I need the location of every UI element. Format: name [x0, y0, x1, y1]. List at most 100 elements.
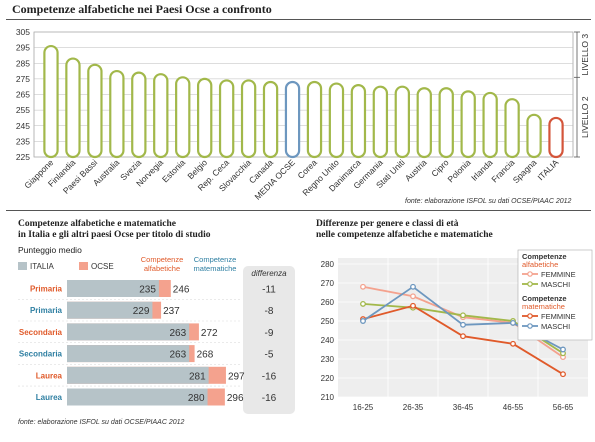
- value-italia: 280: [188, 393, 205, 404]
- row-label: Secondaria: [19, 328, 63, 337]
- x-tick-label: 36-45: [453, 403, 474, 412]
- bar-corea: [306, 80, 323, 159]
- point-matematiche-maschi: [560, 346, 566, 353]
- y-tick-label: 235: [16, 136, 30, 146]
- value-ocse: 246: [173, 285, 190, 296]
- bar-italia: [548, 116, 564, 159]
- bar-svezia: [131, 71, 147, 159]
- point-alfabetiche-maschi: [460, 312, 466, 319]
- col-header-alfabetiche: alfabetiche: [144, 264, 180, 273]
- legend-group-subtitle: matematiche: [522, 302, 565, 311]
- legend-group-title: Competenze: [522, 252, 567, 261]
- value-ocse: 297: [228, 371, 245, 382]
- bar-canada: [262, 80, 279, 159]
- y-tick-label: 245: [16, 121, 30, 131]
- bar-francia: [504, 98, 520, 159]
- chart2-source: fonte: elaborazione ISFOL su dati OCSE/P…: [18, 419, 185, 426]
- legend-ocse-label: OCSE: [91, 262, 114, 271]
- y-tick-label: 210: [321, 393, 335, 402]
- bar-stati-uniti: [394, 85, 411, 159]
- title-rule: [6, 19, 591, 20]
- bar-germania: [372, 85, 389, 159]
- point-matematiche-maschi: [360, 318, 366, 324]
- y-tick-label: 295: [16, 43, 30, 53]
- point-matematiche-femmine: [410, 302, 416, 309]
- bar-cipro: [438, 87, 454, 159]
- bar-italia: [67, 366, 209, 384]
- bar-spagna: [526, 113, 542, 159]
- bar-polonia: [460, 90, 476, 159]
- value-difference: -16: [262, 371, 277, 382]
- education-chart-subtitle: Punteggio medio: [18, 245, 82, 255]
- row-label: Primaria: [30, 285, 63, 294]
- legend-marker: [527, 281, 533, 287]
- band-label: LIVELLO 3: [580, 34, 590, 76]
- point-matematiche-maschi: [410, 283, 416, 290]
- legend-group-title: Competenze: [522, 294, 567, 303]
- section-rule: [6, 210, 591, 211]
- bar-regno-unito: [328, 82, 345, 159]
- bar-finlandia: [65, 57, 81, 159]
- legend-marker: [527, 323, 533, 329]
- y-tick-label: 305: [16, 27, 30, 37]
- band-label: LIVELLO 2: [580, 96, 590, 138]
- row-label: Laurea: [36, 393, 63, 402]
- age-chart-title: Differenze per genere e classi di età ne…: [316, 219, 493, 240]
- bar-media-ocse: [284, 80, 301, 159]
- row-label: Laurea: [36, 371, 63, 380]
- col-header-alfabetiche: Competenze: [141, 255, 184, 264]
- bar-italia: [67, 345, 190, 363]
- point-matematiche-femmine: [510, 340, 516, 347]
- point-matematiche-femmine: [560, 371, 566, 378]
- bar-slovacchia: [240, 79, 257, 159]
- x-tick-label: 56-65: [553, 403, 574, 412]
- col-header-matematiche: matematiche: [194, 264, 237, 273]
- y-tick-label: 285: [16, 58, 30, 68]
- point-alfabetiche-femmine: [360, 283, 366, 290]
- x-tick-label: 46-55: [503, 403, 524, 412]
- row-label: Primaria: [30, 306, 63, 315]
- y-tick-label: 260: [321, 298, 335, 307]
- y-tick-label: 265: [16, 90, 30, 100]
- country-bar-chart: 225235245255265275285295305GiapponeFinla…: [16, 27, 590, 202]
- value-ocse: 237: [163, 306, 180, 317]
- bar-rep-ceca: [218, 79, 235, 159]
- x-tick-label: 16-25: [353, 403, 374, 412]
- value-difference: -8: [265, 306, 274, 317]
- bar-italia: [67, 280, 159, 297]
- bar-paesi-bassi: [87, 63, 103, 159]
- bar-estonia: [175, 76, 191, 159]
- value-italia: 263: [169, 350, 186, 361]
- value-ocse: 296: [227, 393, 244, 404]
- value-difference: -9: [265, 328, 274, 339]
- legend-group-subtitle: alfabetiche: [522, 260, 558, 269]
- bar-italia: [67, 388, 208, 406]
- education-chart-title: Competenze alfabetiche e matematiche in …: [18, 219, 211, 240]
- point-alfabetiche-maschi: [360, 300, 366, 307]
- value-italia: 229: [133, 306, 150, 317]
- value-difference: -16: [262, 393, 277, 404]
- y-tick-label: 270: [321, 279, 335, 288]
- legend-italia-label: ITALIA: [30, 262, 55, 271]
- bar-danimarca: [350, 84, 367, 159]
- value-ocse: 268: [197, 350, 214, 361]
- chart1-source: fonte: elaborazione ISFOL su dati OCSE/P…: [405, 198, 572, 205]
- bar-italia: [67, 323, 190, 341]
- point-matematiche-maschi: [460, 321, 466, 328]
- point-matematiche-femmine: [460, 333, 466, 340]
- x-tick-label: 26-35: [403, 403, 424, 412]
- bar-norvegia: [153, 73, 169, 159]
- legend-item-label: MASCHI: [541, 280, 570, 289]
- value-italia: 235: [139, 285, 156, 296]
- value-italia: 263: [169, 328, 186, 339]
- page-title: Competenze alfabetiche nei Paesi Ocse a …: [12, 2, 272, 16]
- legend-item-label: FEMMINE: [541, 312, 576, 321]
- bar-irlanda: [482, 91, 498, 159]
- y-tick-label: 280: [321, 260, 335, 269]
- y-tick-label: 220: [321, 374, 335, 383]
- legend-ocse-swatch: [79, 262, 88, 270]
- value-difference: -11: [262, 285, 276, 296]
- legend-item-label: FEMMINE: [541, 270, 576, 279]
